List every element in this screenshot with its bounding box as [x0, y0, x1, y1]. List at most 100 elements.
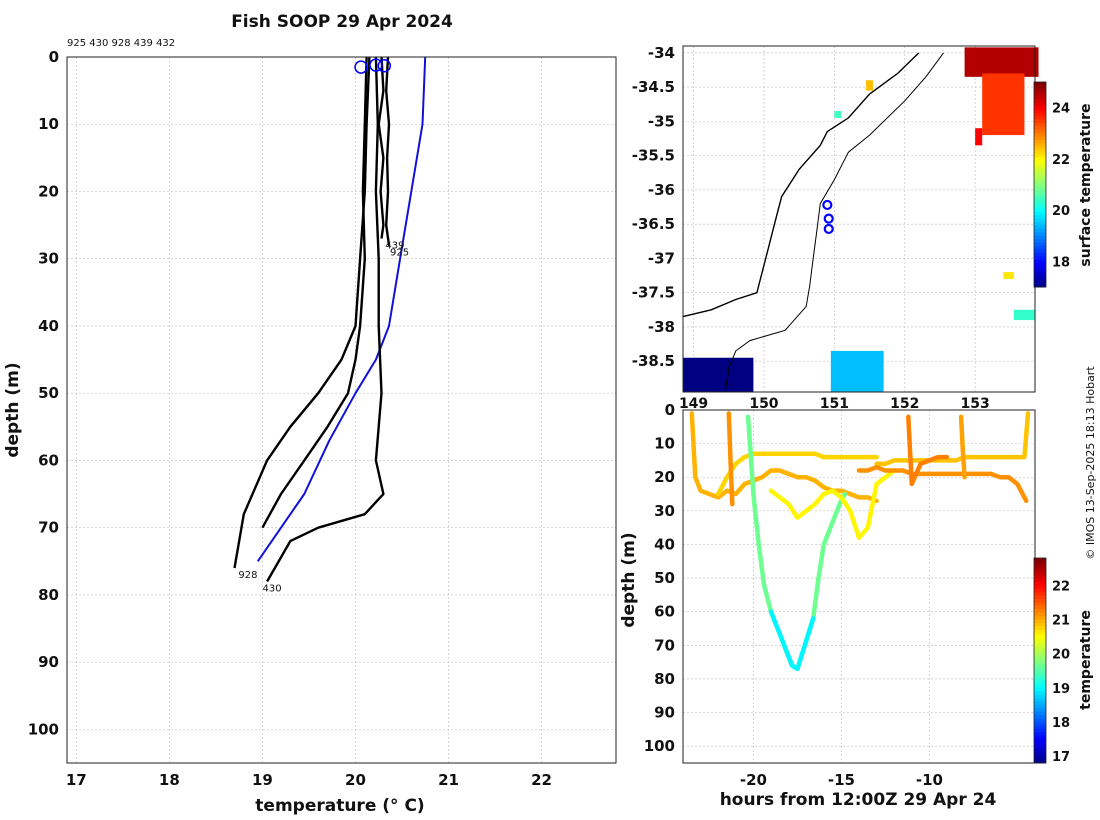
- map-colorbar-segment: [1034, 160, 1046, 165]
- map-cast-marker: [823, 223, 834, 235]
- map-y-tick: -38.5: [632, 352, 675, 370]
- time-colorbar-segment: [1034, 564, 1046, 569]
- time-y-tick: 70: [654, 636, 675, 654]
- map-colorbar-segment: [1034, 157, 1046, 162]
- map-sst-patch: [866, 80, 874, 91]
- profile-y-tick: 70: [38, 519, 59, 537]
- time-colorbar-tick: 18: [1052, 716, 1070, 731]
- time-colorbar-segment: [1034, 571, 1046, 576]
- map-colorbar-tick: 22: [1052, 153, 1070, 168]
- profile-cast-label: 928: [238, 570, 257, 581]
- time-colorbar-segment: [1034, 592, 1046, 597]
- profile-cast-label: 439: [385, 241, 404, 252]
- map-y-tick: -37: [648, 249, 675, 267]
- time-x-tick: -15: [828, 771, 855, 789]
- time-colorbar-segment: [1034, 677, 1046, 682]
- profile-x-tick: 18: [159, 771, 180, 789]
- time-track: [958, 414, 967, 480]
- depth-time-chart: -20 -15 -10 0 10 20 30 40 50 60 70 80 90 100 17 18 19 20 2…: [644, 401, 1070, 789]
- profile-y-tick: 90: [38, 653, 59, 671]
- time-colorbar-segment: [1034, 650, 1046, 655]
- time-colorbar-segment: [1034, 657, 1046, 661]
- time-x-tick: -20: [740, 771, 767, 789]
- profile-chart: 17 18 19 20 21 22 0 10 20 30 40 50 60 70 80 90 100 928 430…: [28, 48, 617, 789]
- time-colorbar-segment: [1034, 715, 1046, 720]
- map-x-tick: 153: [961, 396, 990, 412]
- map-colorbar-segment: [1034, 211, 1046, 216]
- map-colorbar-segment: [1034, 92, 1046, 97]
- time-colorbar-segment: [1034, 619, 1046, 624]
- time-x-tick: -10: [916, 771, 943, 789]
- time-colorbar-segment: [1034, 704, 1046, 709]
- time-y-tick: 100: [644, 737, 675, 755]
- profile-cast-label: 430: [263, 583, 282, 594]
- time-colorbar-segment: [1034, 636, 1046, 641]
- time-colorbar-segment: [1034, 756, 1046, 761]
- map-colorbar-segment: [1034, 280, 1046, 285]
- map-colorbar-segment: [1034, 126, 1046, 131]
- map-colorbar-segment: [1034, 99, 1046, 103]
- map-x-tick: 150: [749, 396, 778, 412]
- map-colorbar-segment: [1034, 102, 1046, 107]
- time-colorbar-label: temperature: [1078, 610, 1094, 710]
- profile-series-925: [385, 56, 391, 247]
- map-colorbar-segment: [1034, 129, 1046, 134]
- time-colorbar-segment: [1034, 643, 1046, 648]
- map-colorbar-segment: [1034, 153, 1046, 158]
- time-colorbar-frame: [1033, 557, 1047, 764]
- time-colorbar-segment: [1034, 653, 1046, 658]
- map-y-tick: -37.5: [632, 284, 675, 302]
- credit-text: © IMOS 13-Sep-2025 18:13 Hobart: [1084, 366, 1097, 560]
- map-sst-patch: [1013, 309, 1035, 321]
- time-colorbar-segment: [1034, 711, 1046, 716]
- time-colorbar-segment: [1034, 732, 1046, 737]
- map-colorbar-segment: [1034, 269, 1046, 274]
- map-x-tick: 151: [820, 396, 849, 412]
- map-colorbar-segment: [1034, 218, 1046, 223]
- map-colorbar-segment: [1034, 123, 1046, 127]
- time-colorbar-segment: [1034, 578, 1046, 583]
- profile-series-430: [266, 56, 385, 583]
- time-colorbar-segment: [1034, 739, 1046, 743]
- map-colorbar-segment: [1034, 136, 1046, 141]
- profile-y-tick: 80: [38, 586, 59, 604]
- map-colorbar-segment: [1034, 105, 1046, 110]
- profile-y-label: depth (m): [3, 362, 23, 457]
- time-colorbar-tick: 20: [1052, 648, 1070, 663]
- map-y-tick: -35: [648, 112, 675, 130]
- time-colorbar-segment: [1034, 609, 1046, 614]
- map-colorbar-segment: [1034, 164, 1046, 168]
- time-colorbar-segment: [1034, 612, 1046, 617]
- time-colorbar-segment: [1034, 595, 1046, 600]
- time-colorbar-segment: [1034, 749, 1046, 754]
- time-y-tick: 10: [654, 435, 675, 453]
- map-colorbar-segment: [1034, 95, 1046, 100]
- profile-x-tick: 21: [438, 771, 459, 789]
- map-colorbar-segment: [1034, 228, 1046, 233]
- map-y-tick: -34: [648, 44, 675, 62]
- map-colorbar-segment: [1034, 263, 1046, 267]
- time-colorbar-segment: [1034, 646, 1046, 651]
- profile-surface-marker: [369, 58, 383, 72]
- profile-axes-frame: [66, 56, 617, 764]
- map-y-tick: -38: [648, 318, 675, 336]
- profile-y-tick: 10: [38, 115, 59, 133]
- profile-y-tick: 30: [38, 250, 59, 268]
- time-colorbar-segment: [1034, 674, 1046, 679]
- time-colorbar-segment: [1034, 633, 1046, 638]
- map-colorbar-segment: [1034, 187, 1046, 192]
- map-sst-patch: [964, 47, 1039, 77]
- time-colorbar-segment: [1034, 599, 1046, 603]
- map-sst-patch: [982, 73, 1025, 136]
- time-colorbar-segment: [1034, 622, 1046, 627]
- map-colorbar-segment: [1034, 150, 1046, 155]
- map-colorbar-segment: [1034, 256, 1046, 261]
- time-colorbar-segment: [1034, 558, 1046, 562]
- map-colorbar-segment: [1034, 167, 1046, 172]
- map-colorbar-segment: [1034, 205, 1046, 209]
- map-colorbar-segment: [1034, 225, 1046, 230]
- map-colorbar-segment: [1034, 184, 1046, 189]
- map-colorbar-segment: [1034, 266, 1046, 271]
- map-colorbar-segment: [1034, 170, 1046, 175]
- time-colorbar-segment: [1034, 640, 1046, 644]
